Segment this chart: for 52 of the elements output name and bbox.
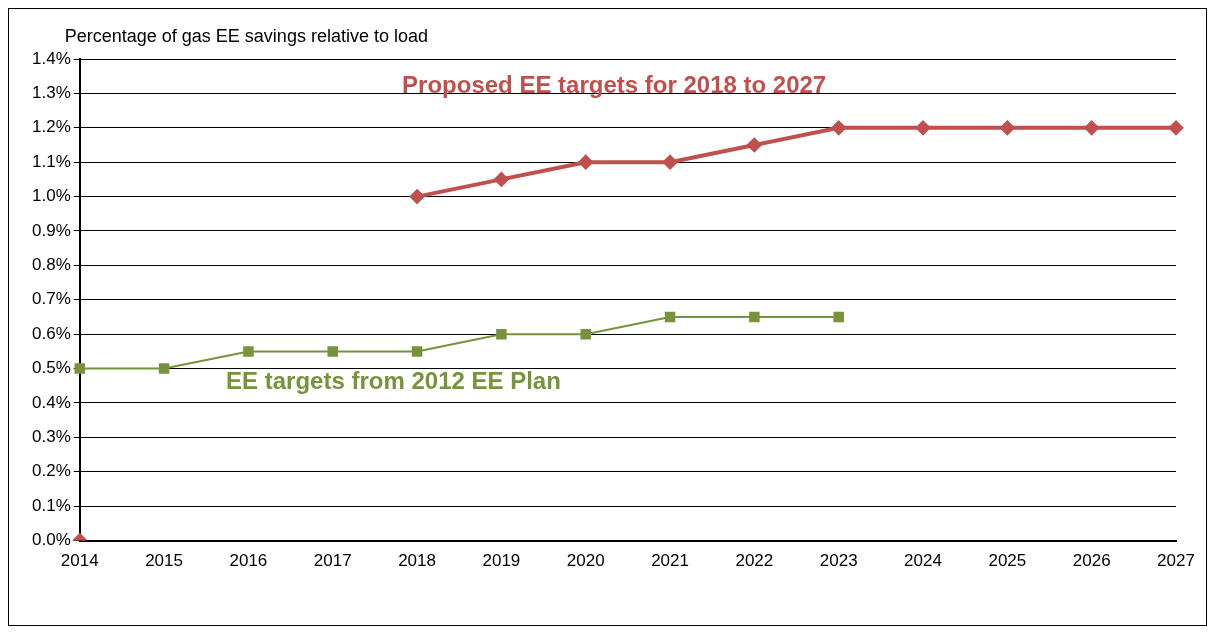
y-tick-label: 0.1%	[32, 495, 71, 515]
point	[243, 346, 254, 357]
x-tick-label: 2027	[1157, 551, 1195, 571]
point	[496, 328, 507, 340]
point	[664, 311, 676, 323]
y-tick-label: 1.2%	[32, 117, 71, 137]
y-tick-label: 0.0%	[32, 530, 71, 550]
y-tick-label: 0.9%	[32, 220, 71, 240]
point	[327, 346, 338, 357]
x-tick-label: 2018	[398, 551, 436, 571]
x-tick-label: 2017	[313, 551, 352, 571]
y-tick-label: 1.0%	[32, 186, 71, 206]
x-tick-label: 2025	[988, 551, 1027, 571]
y-tick-label: 0.7%	[32, 289, 71, 309]
x-tick-label: 2015	[145, 551, 183, 571]
point	[1169, 120, 1183, 135]
point	[833, 311, 844, 323]
point	[411, 346, 423, 357]
point	[158, 363, 170, 374]
x-tick-label: 2023	[819, 551, 858, 571]
y-tick-label: 0.6%	[32, 323, 71, 343]
point	[410, 189, 425, 204]
x-tick-label: 2014	[60, 551, 99, 571]
point	[494, 172, 509, 187]
point	[1084, 120, 1099, 135]
x-tick-label: 2021	[651, 551, 689, 571]
x-tick-label: 2024	[904, 551, 942, 571]
x-tick-label: 2019	[482, 551, 521, 571]
point	[74, 363, 85, 374]
y-tick-label: 0.8%	[32, 255, 71, 275]
y-tick-label: 1.1%	[32, 151, 71, 171]
x-tick-label: 2016	[229, 551, 268, 571]
point	[831, 120, 846, 135]
series-label: EE targets from 2012 EE Plan	[226, 367, 561, 395]
y-tick-label: 0.3%	[32, 427, 71, 447]
y-tick-label: 1.3%	[32, 83, 71, 103]
point	[916, 120, 931, 135]
y-tick-label: 0.2%	[32, 461, 71, 481]
x-tick-label: 2022	[735, 551, 774, 571]
point	[663, 155, 678, 170]
point	[580, 328, 591, 340]
series-label: Proposed EE targets for 2018 to 2027	[402, 71, 827, 99]
point	[749, 311, 760, 323]
point	[578, 155, 593, 170]
y-tick-label: 1.4%	[32, 48, 71, 68]
y-tick-label: 0.4%	[32, 392, 71, 412]
y-axis-title: Percentage of gas EE savings relative to load	[64, 25, 428, 46]
point	[747, 138, 762, 152]
point	[1000, 120, 1015, 135]
x-tick-label: 2020	[566, 551, 605, 571]
y-tick-label: 0.5%	[32, 358, 71, 378]
x-tick-label: 2026	[1072, 551, 1111, 571]
